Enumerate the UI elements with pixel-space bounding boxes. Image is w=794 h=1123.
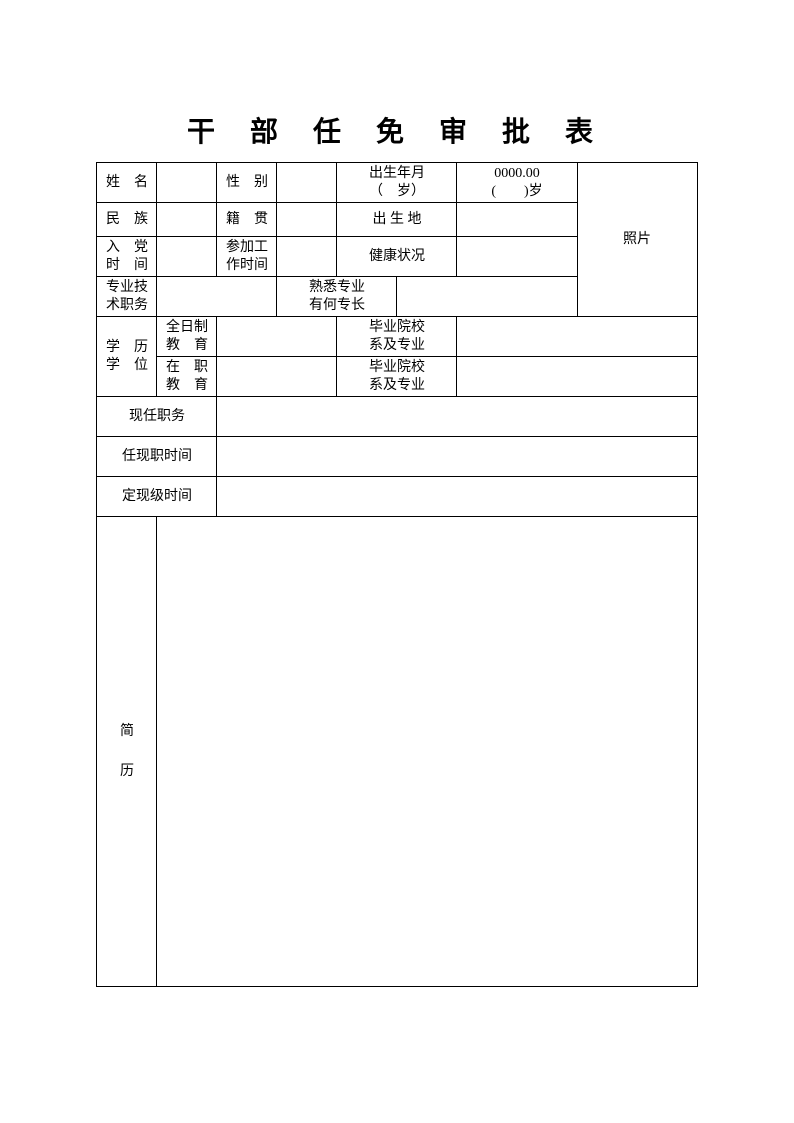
value-native[interactable] xyxy=(277,203,337,237)
row-rank-date: 定现级时间 xyxy=(97,477,697,517)
label-birthplace: 出 生 地 xyxy=(337,203,457,237)
value-current-post[interactable] xyxy=(217,397,697,437)
label-ethnic: 民 族 xyxy=(97,203,157,237)
label-edu-degree: 学 历学 位 xyxy=(97,317,157,397)
value-ethnic[interactable] xyxy=(157,203,217,237)
value-fulltime-edu[interactable] xyxy=(217,317,337,357)
value-gender[interactable] xyxy=(277,163,337,203)
value-specialty[interactable] xyxy=(397,277,577,317)
row-current-post: 现任职务 xyxy=(97,397,697,437)
label-health: 健康状况 xyxy=(337,237,457,277)
form-title: 干 部 任 免 审 批 表 xyxy=(0,110,794,150)
label-name: 姓 名 xyxy=(97,163,157,203)
value-onjob-edu[interactable] xyxy=(217,357,337,397)
label-work-start: 参加工作时间 xyxy=(217,237,277,277)
row-current-post-date: 任现职时间 xyxy=(97,437,697,477)
label-gender: 性 别 xyxy=(217,163,277,203)
label-current-post-date: 任现职时间 xyxy=(97,437,217,477)
value-health[interactable] xyxy=(457,237,577,277)
row-edu-onjob: 在 职教 育 毕业院校系及专业 xyxy=(97,357,697,397)
label-current-post: 现任职务 xyxy=(97,397,217,437)
row-resume: 简 历 xyxy=(97,517,697,987)
label-onjob-edu: 在 职教 育 xyxy=(157,357,217,397)
label-grad-school-2: 毕业院校系及专业 xyxy=(337,357,457,397)
label-tech-title: 专业技术职务 xyxy=(97,277,157,317)
value-name[interactable] xyxy=(157,163,217,203)
label-dob: 出生年月（ 岁） xyxy=(337,163,457,203)
value-birthplace[interactable] xyxy=(457,203,577,237)
row-name: 姓 名 性 别 出生年月（ 岁） 0000.00( )岁 照片 xyxy=(97,163,697,203)
value-dob[interactable]: 0000.00( )岁 xyxy=(457,163,577,203)
approval-form-table: 姓 名 性 别 出生年月（ 岁） 0000.00( )岁 照片 民 族 籍 贯 … xyxy=(96,162,697,987)
value-join-party[interactable] xyxy=(157,237,217,277)
row-edu-fulltime: 学 历学 位 全日制教 育 毕业院校系及专业 xyxy=(97,317,697,357)
value-resume[interactable] xyxy=(157,517,697,987)
value-tech-title[interactable] xyxy=(157,277,277,317)
label-grad-school-1: 毕业院校系及专业 xyxy=(337,317,457,357)
resume-char-1: 简 xyxy=(99,723,154,741)
page: 干 部 任 免 审 批 表 姓 名 性 别 出生年月（ 岁） 0000.00( … xyxy=(0,0,794,1123)
value-onjob-school[interactable] xyxy=(457,357,697,397)
photo-cell[interactable]: 照片 xyxy=(577,163,697,317)
label-specialty: 熟悉专业有何专长 xyxy=(277,277,397,317)
label-join-party: 入 党时 间 xyxy=(97,237,157,277)
label-native: 籍 贯 xyxy=(217,203,277,237)
label-fulltime-edu: 全日制教 育 xyxy=(157,317,217,357)
value-rank-date[interactable] xyxy=(217,477,697,517)
label-rank-date: 定现级时间 xyxy=(97,477,217,517)
label-resume: 简 历 xyxy=(97,517,157,987)
value-work-start[interactable] xyxy=(277,237,337,277)
resume-char-2: 历 xyxy=(99,763,154,781)
value-current-post-date[interactable] xyxy=(217,437,697,477)
value-fulltime-school[interactable] xyxy=(457,317,697,357)
